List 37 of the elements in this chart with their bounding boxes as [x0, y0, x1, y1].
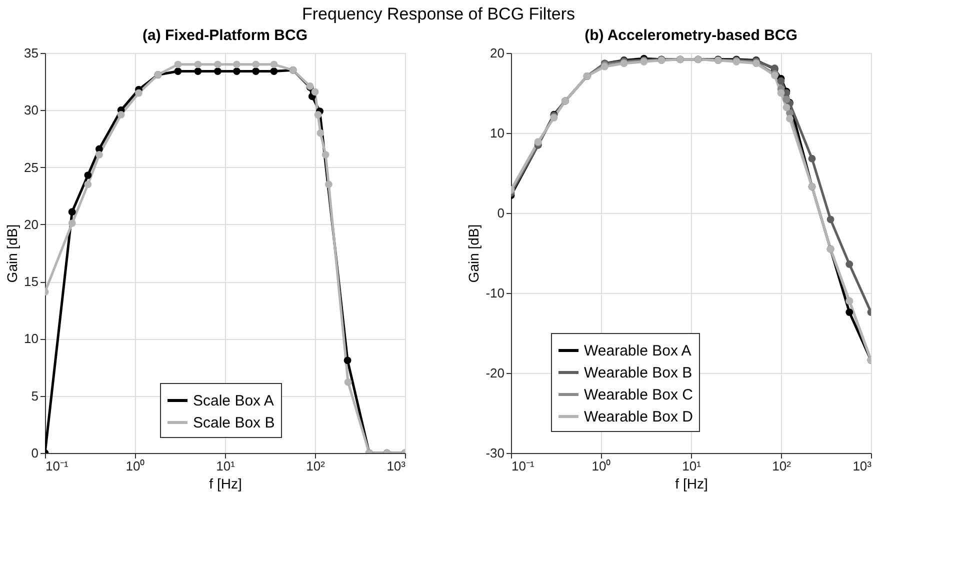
x-tick-label: 10³	[386, 458, 406, 474]
x-tick-label: 10³	[852, 458, 872, 474]
y-tick-label: 0	[497, 206, 504, 220]
y-tick-label: 15	[24, 274, 38, 290]
y-tick-label: 35	[24, 46, 38, 60]
y-tick-label: 30	[24, 102, 38, 118]
legend-label: Scale Box B	[193, 414, 275, 432]
x-tick-label: 10⁻¹	[512, 458, 535, 474]
y-tick-label: 25	[24, 160, 38, 175]
legend-label: Wearable Box D	[584, 408, 694, 426]
text: Frequency Response of BCG Filters	[302, 4, 576, 24]
x-tick-label: 10⁻¹	[46, 458, 69, 474]
y-tick-label: 0	[31, 446, 38, 460]
chart-title: (b) Accelerometry-based BCG	[584, 27, 798, 44]
x-tick-label: 10⁰	[126, 458, 146, 474]
y-tick-label: -10	[486, 286, 504, 300]
y-tick-label: 20	[490, 46, 504, 60]
legend-label: Scale Box A	[193, 392, 274, 410]
y-axis-title: Gain [dB]	[4, 224, 20, 283]
legend-label: Wearable Box C	[584, 386, 694, 404]
y-tick-label: 5	[31, 388, 38, 404]
chart-title: (a) Fixed-Platform BCG	[142, 27, 308, 44]
y-tick-label: 10	[24, 331, 38, 346]
x-axis-title: f [Hz]	[209, 476, 242, 492]
x-tick-label: 10²	[306, 458, 326, 474]
x-tick-label: 10⁰	[592, 458, 612, 474]
y-tick-label: 20	[24, 216, 38, 232]
x-tick-label: 10¹	[216, 458, 236, 474]
x-tick-label: 10²	[772, 458, 792, 474]
x-tick-label: 10¹	[682, 458, 702, 474]
x-axis-title: f [Hz]	[675, 476, 708, 492]
legend-label: Wearable Box B	[584, 364, 692, 382]
y-tick-label: -30	[486, 446, 504, 460]
y-axis-title: Gain [dB]	[466, 224, 482, 283]
y-tick-label: 10	[490, 126, 504, 140]
legend-label: Wearable Box A	[584, 342, 692, 360]
y-tick-label: -20	[486, 366, 504, 380]
